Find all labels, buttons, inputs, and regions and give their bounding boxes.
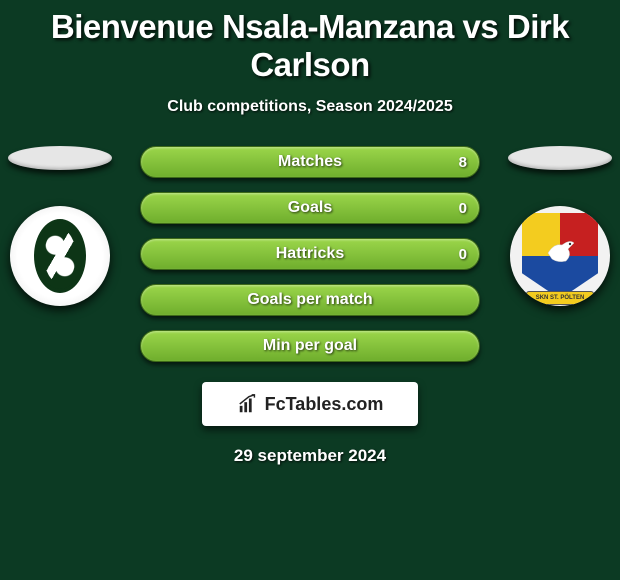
right-flag-icon [508, 146, 612, 170]
left-flag-icon [8, 146, 112, 170]
stat-right-value: 0 [459, 246, 467, 263]
left-club-crest-icon [10, 206, 110, 306]
stat-right-value: 0 [459, 200, 467, 217]
stat-label: Goals [288, 199, 332, 217]
comparison-area: SKN ST. PÖLTEN Matches 8 Goals 0 Hattric… [0, 146, 620, 362]
crest-ribbon-label: SKN ST. PÖLTEN [526, 291, 594, 305]
source-badge[interactable]: FcTables.com [202, 382, 418, 426]
stat-row-hattricks: Hattricks 0 [140, 238, 480, 270]
stat-label: Min per goal [263, 337, 357, 355]
right-club-crest-icon: SKN ST. PÖLTEN [510, 206, 610, 306]
bird-icon [540, 231, 580, 271]
stat-label: Hattricks [276, 245, 344, 263]
stat-label: Goals per match [247, 291, 372, 309]
stat-row-matches: Matches 8 [140, 146, 480, 178]
stat-row-min-per-goal: Min per goal [140, 330, 480, 362]
stats-list: Matches 8 Goals 0 Hattricks 0 Goals per … [140, 146, 480, 362]
left-player-column [0, 146, 120, 306]
stat-label: Matches [278, 153, 342, 171]
chart-icon [237, 393, 259, 415]
subtitle: Club competitions, Season 2024/2025 [0, 98, 620, 116]
stat-row-goals: Goals 0 [140, 192, 480, 224]
date-label: 29 september 2024 [0, 446, 620, 466]
page-title: Bienvenue Nsala-Manzana vs Dirk Carlson [0, 0, 620, 84]
stat-row-goals-per-match: Goals per match [140, 284, 480, 316]
source-label: FcTables.com [265, 394, 384, 415]
right-player-column: SKN ST. PÖLTEN [500, 146, 620, 306]
stat-right-value: 8 [459, 154, 467, 171]
